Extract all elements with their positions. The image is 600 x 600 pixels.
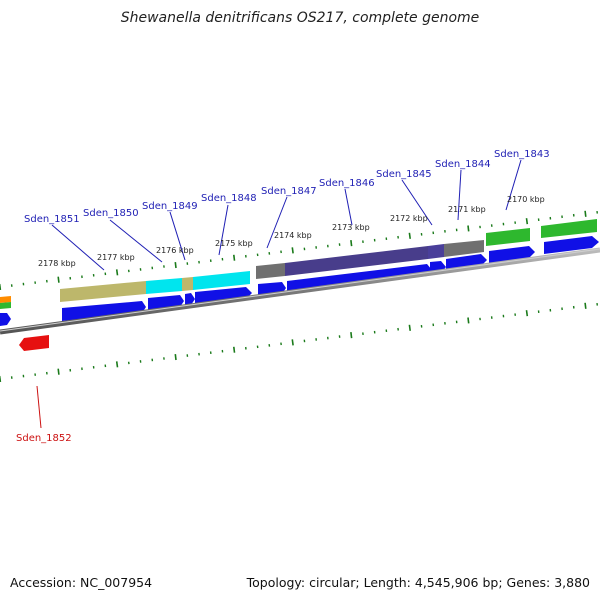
- tick-label-2177: 2177 kbp: [97, 253, 135, 262]
- inner-track-major-tick: [233, 346, 236, 353]
- gene-label-sden-1848[interactable]: Sden_1848: [201, 193, 257, 204]
- outer-track-major-tick: [57, 276, 60, 283]
- gene-label-sden-1846[interactable]: Sden_1846: [319, 178, 375, 189]
- inner-track-major-tick: [57, 368, 60, 375]
- gene-labels: Sden_1851 Sden_1850 Sden_1849 Sden_1848 …: [16, 149, 550, 444]
- outer-track-major-tick: [584, 210, 587, 217]
- cog-band-green-2: [541, 219, 597, 238]
- outer-track-major-tick: [115, 269, 119, 276]
- cog-band-cyan-2: [193, 271, 250, 290]
- tick-labels: 2178 kbp 2177 kbp 2176 kbp 2175 kbp 2174…: [38, 195, 545, 268]
- cog-bands: [0, 219, 597, 309]
- outer-track-major-tick: [408, 232, 411, 239]
- cds-arrow-next[interactable]: [544, 236, 599, 254]
- gene-label-sden-1847[interactable]: Sden_1847: [261, 186, 317, 197]
- outer-track-major-tick: [174, 262, 177, 269]
- label-leaders: [51, 159, 522, 271]
- cog-band-green: [486, 228, 530, 246]
- gene-label-sden-1844[interactable]: Sden_1844: [435, 159, 491, 170]
- gene-label-sden-1850[interactable]: Sden_1850: [83, 208, 139, 219]
- inner-track-major-tick: [467, 317, 470, 324]
- tick-label-2175: 2175 kbp: [215, 239, 253, 248]
- gene-label-sden-1852[interactable]: Sden_1852: [16, 433, 72, 444]
- outer-track-major-tick: [233, 254, 236, 261]
- cds-arrow-sden-1843[interactable]: [489, 246, 535, 263]
- cds-arrow-sden-1849[interactable]: [185, 293, 195, 306]
- outer-track-major-tick: [467, 225, 470, 232]
- inner-track-major-tick: [408, 324, 411, 331]
- outer-tick-track: [0, 210, 598, 291]
- tick-label-2174: 2174 kbp: [274, 231, 312, 240]
- tick-label-2172: 2172 kbp: [390, 214, 428, 223]
- cog-band-purple-2: [428, 244, 444, 259]
- tick-label-2173: 2173 kbp: [332, 223, 370, 232]
- cds-arrow-sden-1851[interactable]: [62, 301, 146, 321]
- gene-label-sden-1849[interactable]: Sden_1849: [142, 201, 198, 212]
- cds-arrow-left-edge[interactable]: [0, 313, 11, 326]
- inner-track-major-tick: [584, 302, 587, 309]
- outer-track-major-tick: [525, 218, 529, 225]
- inner-track-major-tick: [350, 332, 353, 339]
- map-title: Shewanella denitrificans OS217, complete…: [120, 10, 480, 26]
- cog-band-cyan: [146, 278, 182, 294]
- inner-track-major-tick: [291, 339, 294, 346]
- label-leader-sden-1852: [36, 385, 42, 429]
- inner-track-major-tick: [174, 354, 177, 361]
- tick-label-2176: 2176 kbp: [156, 246, 194, 255]
- genome-backbone: [0, 247, 600, 335]
- cog-band-khaki-small: [182, 277, 193, 291]
- inner-tick-track: [0, 302, 598, 383]
- cog-band-khaki: [60, 281, 146, 302]
- cds-arrow-sden-1852[interactable]: [19, 335, 49, 351]
- cds-arrow-sden-1844[interactable]: [446, 254, 487, 271]
- tick-label-2170: 2170 kbp: [507, 195, 545, 204]
- outer-track-major-tick: [291, 247, 294, 254]
- inner-track-major-tick: [525, 310, 529, 317]
- gene-label-sden-1845[interactable]: Sden_1845: [376, 169, 432, 180]
- forward-cds-track: [0, 236, 599, 326]
- tick-label-2178: 2178 kbp: [38, 259, 76, 268]
- accession-label: Accession: NC_007954: [10, 575, 153, 590]
- gene-label-sden-1851[interactable]: Sden_1851: [24, 214, 80, 225]
- cog-band-gray-2: [444, 240, 484, 257]
- cog-band-purple: [285, 246, 428, 276]
- cog-band-green-left: [0, 302, 11, 309]
- outer-track-major-tick: [350, 240, 353, 247]
- genome-stats-label: Topology: circular; Length: 4,545,906 bp…: [246, 575, 590, 590]
- gene-label-sden-1843[interactable]: Sden_1843: [494, 149, 550, 160]
- cog-band-gray: [256, 263, 285, 279]
- cog-band-orange: [0, 296, 11, 303]
- inner-track-major-tick: [115, 361, 119, 368]
- tick-label-2171: 2171 kbp: [448, 205, 486, 214]
